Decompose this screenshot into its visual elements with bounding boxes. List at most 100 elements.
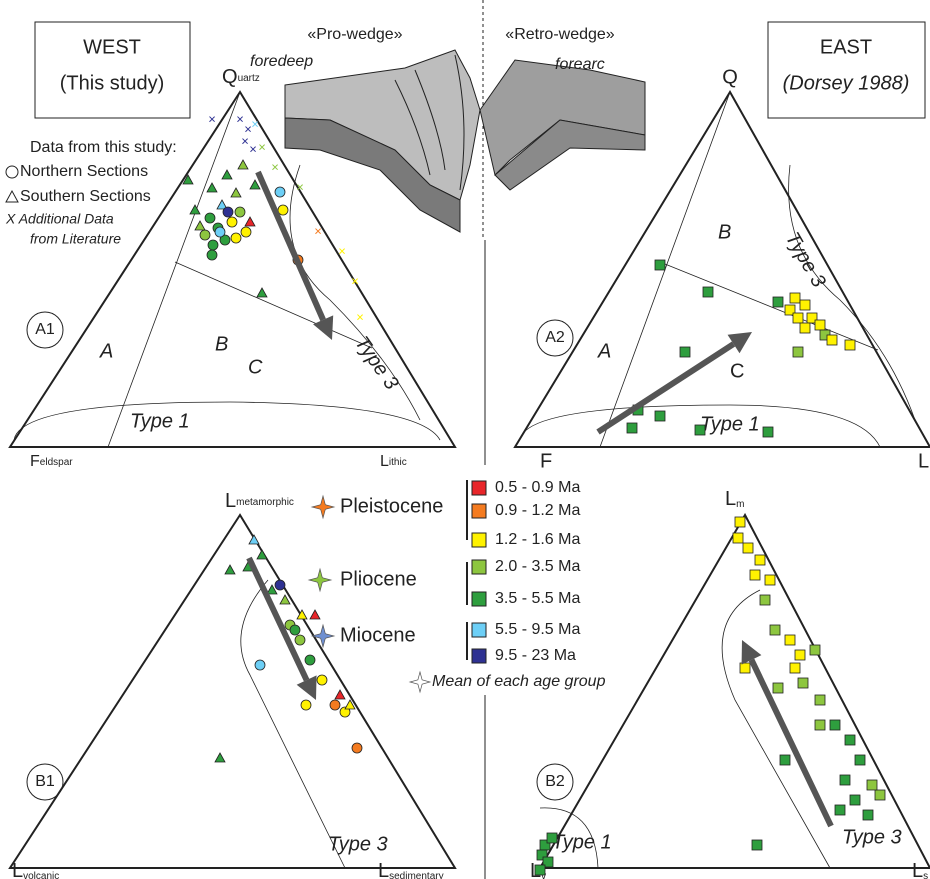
mean-label: Mean of each age group bbox=[432, 673, 606, 690]
sample-point bbox=[874, 789, 886, 801]
sample-point bbox=[279, 594, 291, 605]
sample-point bbox=[654, 259, 666, 271]
sample-point bbox=[749, 569, 761, 581]
wedge-sketch bbox=[284, 49, 646, 233]
legend-label: 5.5 - 9.5 Ma bbox=[495, 621, 580, 638]
legend-label: 3.5 - 5.5 Ma bbox=[495, 590, 580, 607]
sample-point bbox=[809, 644, 821, 656]
east-box bbox=[767, 21, 926, 119]
sample-point bbox=[739, 662, 751, 674]
trend-arrow bbox=[596, 341, 736, 435]
field-lines bbox=[240, 579, 346, 869]
sample-point bbox=[542, 856, 554, 868]
forearc: forearc bbox=[555, 56, 605, 73]
west-sub: (This study) bbox=[60, 72, 164, 94]
sample-point bbox=[300, 699, 312, 711]
sample-point bbox=[772, 296, 784, 308]
sample-point bbox=[784, 634, 796, 646]
sample-point bbox=[206, 249, 218, 261]
sample-point bbox=[799, 322, 811, 334]
sample-point bbox=[256, 287, 268, 298]
legend-item: X Additional Data bbox=[5, 211, 114, 227]
sample-point bbox=[289, 624, 301, 636]
region: A bbox=[597, 340, 611, 362]
legend-title: Data from this study: bbox=[30, 139, 177, 156]
sample-point bbox=[762, 426, 774, 438]
panel-id: B2 bbox=[545, 773, 565, 790]
sample-point bbox=[329, 699, 341, 711]
sample-point bbox=[226, 216, 238, 228]
sample-point bbox=[829, 719, 841, 731]
sample-point bbox=[844, 734, 856, 746]
sample-point bbox=[844, 339, 856, 351]
region: A bbox=[99, 340, 113, 362]
sample-point bbox=[240, 226, 252, 238]
epoch: Pleistocene bbox=[340, 495, 443, 517]
region: C bbox=[248, 356, 263, 378]
type-label: Type 3 bbox=[842, 826, 902, 848]
sample-point bbox=[839, 774, 851, 786]
sample-point bbox=[754, 554, 766, 566]
sample-point bbox=[789, 292, 801, 304]
sample-point bbox=[814, 719, 826, 731]
sample-point bbox=[849, 794, 861, 806]
sample-point bbox=[702, 286, 714, 298]
foredeep: foredeep bbox=[250, 53, 313, 70]
sample-point bbox=[546, 832, 558, 844]
field-lines bbox=[13, 91, 441, 448]
west-box bbox=[34, 21, 191, 119]
sample-point bbox=[224, 564, 236, 575]
sample-point bbox=[182, 174, 194, 185]
legend-swatch bbox=[471, 591, 487, 607]
sample-point bbox=[294, 634, 306, 646]
mean-star bbox=[408, 670, 432, 694]
sample-point bbox=[679, 346, 691, 358]
sample-point bbox=[248, 534, 260, 545]
legend-label: 0.5 - 0.9 Ma bbox=[495, 479, 580, 496]
panel-id: B1 bbox=[35, 773, 55, 790]
legend-swatch bbox=[471, 503, 487, 519]
sample-point bbox=[214, 226, 226, 238]
sample-point bbox=[866, 779, 878, 791]
literature-point: × bbox=[356, 309, 364, 324]
sample-point bbox=[339, 706, 351, 718]
sample-point bbox=[751, 839, 763, 851]
sample-point bbox=[792, 312, 804, 324]
sample-point bbox=[194, 220, 206, 231]
literature-point: × bbox=[208, 111, 216, 126]
type-label: Type 3 bbox=[781, 229, 830, 292]
type-label: Type 1 bbox=[552, 831, 612, 853]
sample-point bbox=[206, 182, 218, 193]
region: B bbox=[718, 221, 731, 243]
right-label: Lithic bbox=[380, 453, 407, 470]
sample-point bbox=[266, 584, 278, 595]
literature-point: × bbox=[249, 141, 257, 156]
legend-swatch bbox=[471, 622, 487, 638]
sample-point bbox=[296, 609, 308, 620]
west-label: WEST bbox=[83, 36, 141, 58]
sample-point bbox=[814, 319, 826, 331]
sample-point bbox=[734, 516, 746, 528]
literature-point: × bbox=[271, 159, 279, 174]
legend-item: from Literature bbox=[30, 231, 121, 247]
epoch: Miocene bbox=[340, 624, 416, 646]
region: C bbox=[730, 360, 744, 382]
legend-label: 2.0 - 3.5 Ma bbox=[495, 558, 580, 575]
literature-point: × bbox=[236, 111, 244, 126]
sample-point bbox=[769, 624, 781, 636]
apex-label: Lm bbox=[725, 488, 744, 510]
sample-point bbox=[732, 532, 744, 544]
trend-arrow bbox=[748, 658, 834, 828]
left-label: Feldspar bbox=[30, 453, 73, 470]
apex-label: Quartz bbox=[222, 66, 260, 88]
sample-point bbox=[214, 752, 226, 763]
sample-point bbox=[792, 346, 804, 358]
sample-point bbox=[189, 204, 201, 215]
sample-point bbox=[797, 677, 809, 689]
legend-label: 0.9 - 1.2 Ma bbox=[495, 502, 580, 519]
panel-id: A1 bbox=[35, 321, 55, 338]
sample-point bbox=[230, 187, 242, 198]
literature-point: × bbox=[296, 179, 304, 194]
type-label: Type 3 bbox=[328, 833, 388, 855]
